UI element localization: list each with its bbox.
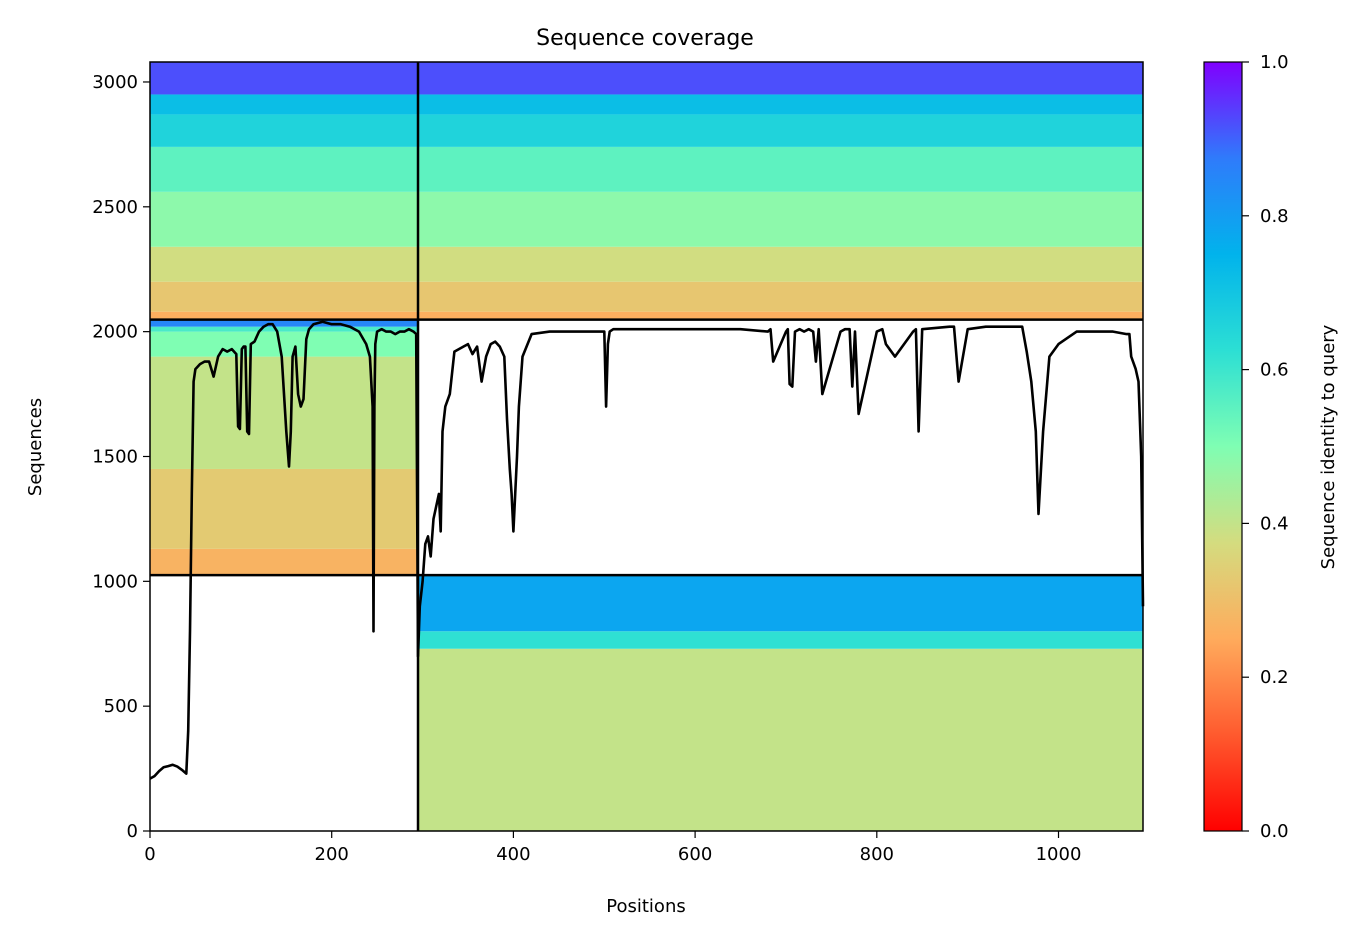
- block-3-band-6: [150, 94, 1143, 115]
- x-tick-label: 600: [678, 844, 712, 865]
- block-3-band-1: [150, 281, 1143, 312]
- colorbar-tick-label: 0.2: [1260, 667, 1289, 688]
- y-axis-label: Sequences: [25, 398, 46, 496]
- colorbar-tick-label: 0.4: [1260, 513, 1289, 534]
- colorbar-label: Sequence identity to query: [1318, 324, 1339, 569]
- x-tick-label: 400: [496, 844, 530, 865]
- colorbar-tick-label: 0.6: [1260, 360, 1289, 381]
- colorbar-tick-label: 0.8: [1260, 206, 1289, 227]
- y-tick-label: 2000: [92, 322, 138, 343]
- x-axis-label: Positions: [606, 896, 685, 917]
- block-2-band-3: [150, 331, 419, 357]
- colorbar-ticks: 0.0 0.2 0.4 0.6 0.8 1.0: [1242, 52, 1289, 842]
- x-tick-label: 0: [144, 844, 155, 865]
- plot-frame: [149, 61, 1144, 832]
- block-3-band-5: [150, 114, 1143, 147]
- block-3-band-3: [150, 191, 1143, 247]
- block-1-band-1: [418, 631, 1143, 649]
- colorbar-tick-label: 1.0: [1260, 52, 1289, 73]
- block-1-band-0: [418, 648, 1143, 831]
- y-tick-label: 1500: [92, 446, 138, 467]
- chart-title: Sequence coverage: [536, 26, 754, 51]
- y-tick-label: 3000: [92, 72, 138, 93]
- colorbar-tick-label: 0.0: [1260, 821, 1289, 842]
- y-tick-label: 1000: [92, 571, 138, 592]
- x-tick-label: 200: [315, 844, 349, 865]
- y-tick-label: 500: [104, 696, 138, 717]
- block-3-band-4: [150, 146, 1143, 192]
- block-3-band-7: [150, 62, 1143, 95]
- coverage-heatmap: [150, 62, 1143, 831]
- y-axis-ticks: 0 500 1000 1500 2000 2500 3000: [92, 72, 150, 842]
- block-2-band-4: [150, 326, 419, 332]
- y-tick-label: 0: [127, 821, 138, 842]
- block-3-band-2: [150, 246, 1143, 282]
- block-1-band-2: [418, 575, 1143, 632]
- y-tick-label: 2500: [92, 197, 138, 218]
- block-3-band-0: [150, 311, 1143, 320]
- x-axis-ticks: 0 200 400 600 800 1000: [144, 831, 1081, 865]
- coverage-line-layer: [149, 320, 1145, 780]
- block-2-band-5: [150, 319, 419, 327]
- colorbar: [1203, 61, 1243, 832]
- coverage-line: [149, 320, 1145, 780]
- x-tick-label: 1000: [1036, 844, 1082, 865]
- x-tick-label: 800: [860, 844, 894, 865]
